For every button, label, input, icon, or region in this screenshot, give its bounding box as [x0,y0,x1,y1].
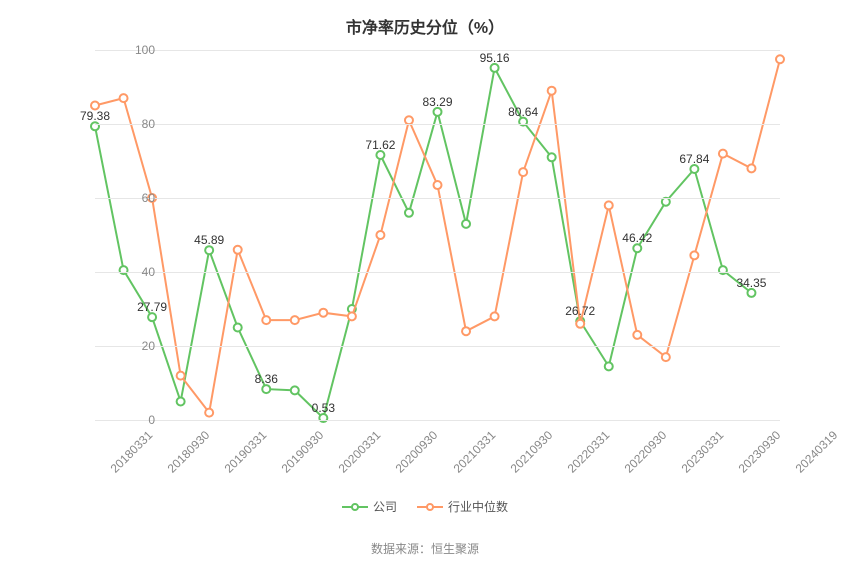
data-label-company: 45.89 [194,233,224,247]
x-tick-label: 20210331 [450,428,498,476]
data-label-company: 67.84 [679,152,709,166]
legend-item-company[interactable]: 公司 [342,498,397,515]
y-tick-label: 20 [105,339,155,353]
legend-label-industry: 行业中位数 [448,498,508,515]
legend-swatch-industry [417,501,443,513]
marker-industry_median[interactable] [91,102,99,110]
data-label-company: 0.53 [312,401,335,415]
gridline [95,272,780,273]
marker-industry_median[interactable] [262,316,270,324]
legend-marker-icon [426,503,434,511]
marker-company[interactable] [747,289,755,297]
marker-industry_median[interactable] [605,201,613,209]
y-tick-label: 60 [105,191,155,205]
marker-industry_median[interactable] [633,331,641,339]
marker-industry_median[interactable] [576,320,584,328]
marker-industry_median[interactable] [662,353,670,361]
marker-industry_median[interactable] [291,316,299,324]
x-tick-label: 20230331 [678,428,726,476]
legend-item-industry[interactable]: 行业中位数 [417,498,508,515]
y-tick-label: 40 [105,265,155,279]
x-tick-label: 20200331 [336,428,384,476]
marker-company[interactable] [205,246,213,254]
marker-company[interactable] [548,153,556,161]
marker-company[interactable] [434,108,442,116]
x-tick-label: 20190930 [279,428,327,476]
marker-industry_median[interactable] [548,87,556,95]
marker-company[interactable] [148,313,156,321]
gridline [95,346,780,347]
y-tick-label: 80 [105,117,155,131]
marker-industry_median[interactable] [747,164,755,172]
legend: 公司 行业中位数 [0,498,850,515]
data-label-company: 27.79 [137,300,167,314]
chart-container: 市净率历史分位（%） 公司 行业中位数 数据来源：恒生聚源 0 20 40 60 80 1… [0,0,850,574]
chart-title: 市净率历史分位（%） [0,14,850,38]
y-tick-label: 0 [105,413,155,427]
marker-company[interactable] [462,220,470,228]
x-tick-label: 20180930 [165,428,213,476]
marker-industry_median[interactable] [120,94,128,102]
data-label-company: 83.29 [422,95,452,109]
marker-industry_median[interactable] [234,246,242,254]
marker-industry_median[interactable] [376,231,384,239]
marker-company[interactable] [376,151,384,159]
marker-industry_median[interactable] [205,409,213,417]
marker-company[interactable] [234,324,242,332]
x-tick-label: 20220930 [621,428,669,476]
marker-industry_median[interactable] [319,309,327,317]
data-label-company: 79.38 [80,109,110,123]
marker-company[interactable] [177,398,185,406]
marker-company[interactable] [605,362,613,370]
data-label-company: 26.72 [565,304,595,318]
marker-company[interactable] [262,385,270,393]
marker-industry_median[interactable] [434,181,442,189]
legend-label-company: 公司 [373,498,397,515]
x-tick-label: 20210930 [507,428,555,476]
x-tick-label: 20220331 [564,428,612,476]
gridline [95,420,780,421]
marker-industry_median[interactable] [719,150,727,158]
x-tick-label: 20190331 [222,428,270,476]
gridline [95,198,780,199]
marker-industry_median[interactable] [462,327,470,335]
data-label-company: 34.35 [736,276,766,290]
marker-industry_median[interactable] [519,168,527,176]
legend-marker-icon [351,503,359,511]
gridline [95,50,780,51]
data-source: 数据来源：恒生聚源 [0,540,850,557]
marker-company[interactable] [633,244,641,252]
x-tick-label: 20180331 [108,428,156,476]
marker-company[interactable] [690,165,698,173]
marker-company[interactable] [405,209,413,217]
marker-industry_median[interactable] [776,55,784,63]
x-tick-label: 20240319 [793,428,841,476]
marker-company[interactable] [291,386,299,394]
data-label-company: 71.62 [365,138,395,152]
legend-swatch-company [342,501,368,513]
y-tick-label: 100 [105,43,155,57]
data-label-company: 8.36 [255,372,278,386]
marker-industry_median[interactable] [177,372,185,380]
x-tick-label: 20200930 [393,428,441,476]
marker-industry_median[interactable] [348,312,356,320]
x-tick-label: 20230930 [736,428,784,476]
gridline [95,124,780,125]
data-label-company: 95.16 [480,51,510,65]
data-label-company: 46.42 [622,231,652,245]
marker-industry_median[interactable] [690,251,698,259]
marker-industry_median[interactable] [491,312,499,320]
data-label-company: 80.64 [508,105,538,119]
